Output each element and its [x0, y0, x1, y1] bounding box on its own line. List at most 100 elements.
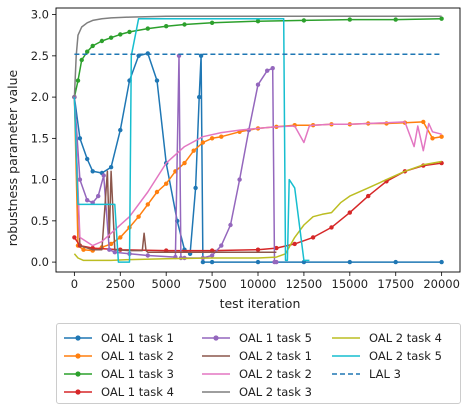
data-point	[182, 22, 187, 27]
data-point	[310, 235, 316, 240]
legend-label: OAL 1 task 4	[101, 385, 174, 399]
legend-item: OAL 2 task 1	[201, 348, 331, 364]
data-point	[75, 78, 81, 83]
series-line	[73, 17, 310, 263]
series-10	[73, 17, 310, 263]
legend-label: OAL 2 task 1	[239, 349, 312, 363]
data-point	[90, 169, 95, 174]
series-1	[72, 51, 444, 265]
legend-swatch	[64, 335, 92, 341]
data-point	[154, 189, 160, 195]
legend-item: OAL 1 task 4	[63, 384, 201, 400]
data-point	[164, 181, 169, 186]
axes: 0 2500 5000 7500 10000 12500 15000 17500 20000 0.…	[31, 7, 461, 291]
data-point	[85, 156, 90, 162]
data-point	[255, 247, 261, 252]
legend-swatch	[202, 373, 230, 375]
x-axis-label: test iteration	[220, 296, 301, 311]
legend: OAL 1 task 1 OAL 1 task 2 OAL 1 task 3 OAL …	[56, 323, 461, 404]
data-point	[393, 17, 398, 22]
legend-label: LAL 3	[369, 367, 401, 381]
data-point	[145, 253, 150, 258]
data-point	[118, 32, 123, 37]
data-point	[197, 94, 202, 100]
data-point	[72, 235, 77, 240]
data-point	[209, 259, 215, 265]
data-point	[136, 214, 141, 219]
data-point	[96, 193, 101, 199]
legend-label: OAL 2 task 5	[369, 349, 442, 363]
legend-label: OAL 2 task 4	[369, 331, 442, 345]
x-tick-label: 7500	[197, 277, 226, 291]
data-point	[255, 259, 261, 265]
data-point	[79, 57, 84, 63]
data-point	[274, 259, 279, 265]
series-line	[73, 160, 442, 262]
data-point	[118, 127, 123, 133]
data-point	[145, 26, 150, 31]
data-point	[219, 243, 224, 248]
legend-label: OAL 2 task 3	[239, 385, 312, 399]
data-point	[439, 16, 444, 21]
x-tick-label: 20000	[423, 277, 460, 291]
legend-swatch	[64, 353, 92, 359]
legend-swatch	[64, 371, 92, 377]
legend-item: OAL 1 task 3	[63, 366, 201, 382]
series-line	[73, 15, 442, 98]
legend-swatch	[332, 337, 360, 339]
data-point	[255, 19, 261, 24]
x-tick-label: 5000	[152, 277, 181, 291]
legend-swatch	[332, 373, 360, 375]
x-tick-label: 17500	[377, 277, 414, 291]
x-tick-label: 0	[71, 277, 78, 291]
x-tick-label: 15000	[332, 277, 369, 291]
data-point	[193, 185, 198, 191]
data-point	[182, 160, 187, 166]
data-point	[301, 18, 307, 23]
data-point	[439, 134, 444, 139]
legend-item: OAL 2 task 3	[201, 384, 331, 400]
data-point	[108, 35, 114, 40]
data-point	[154, 78, 160, 83]
legend-swatch	[202, 355, 230, 357]
legend-label: OAL 1 task 2	[101, 349, 174, 363]
series-2	[72, 94, 444, 253]
series-layer	[72, 15, 444, 265]
legend-item: OAL 1 task 1	[63, 330, 201, 346]
data-point	[237, 177, 242, 182]
data-point	[228, 222, 233, 228]
series-3	[72, 16, 444, 100]
y-tick-label: 2.5	[31, 49, 49, 63]
data-point	[99, 38, 105, 44]
y-tick-label: 1.5	[31, 131, 49, 145]
y-tick-label: 2.0	[31, 90, 49, 104]
legend-item: OAL 2 task 2	[201, 366, 331, 382]
data-point	[85, 49, 90, 54]
data-point	[191, 148, 196, 153]
data-point	[209, 20, 215, 25]
series-8	[73, 15, 442, 98]
data-point	[127, 29, 132, 35]
data-point	[292, 241, 297, 247]
data-point	[85, 198, 90, 203]
data-point	[101, 173, 106, 178]
data-point	[219, 134, 224, 139]
legend-item: OAL 2 task 4	[331, 330, 461, 346]
data-point	[112, 250, 118, 255]
legend-item: OAL 1 task 5	[201, 330, 331, 346]
data-point	[329, 225, 334, 230]
data-point	[108, 165, 114, 170]
legend-swatch	[64, 389, 92, 395]
legend-label: OAL 1 task 1	[101, 331, 174, 345]
y-tick-label: 3.0	[31, 8, 49, 22]
data-point	[274, 245, 279, 251]
series-line	[73, 55, 277, 263]
y-axis-label: robustness parameter value	[5, 69, 20, 246]
legend-swatch	[202, 335, 230, 341]
series-line	[73, 97, 442, 247]
data-point	[145, 202, 150, 207]
legend-label: OAL 1 task 5	[239, 331, 312, 345]
data-point	[81, 247, 86, 252]
data-point	[107, 247, 112, 252]
